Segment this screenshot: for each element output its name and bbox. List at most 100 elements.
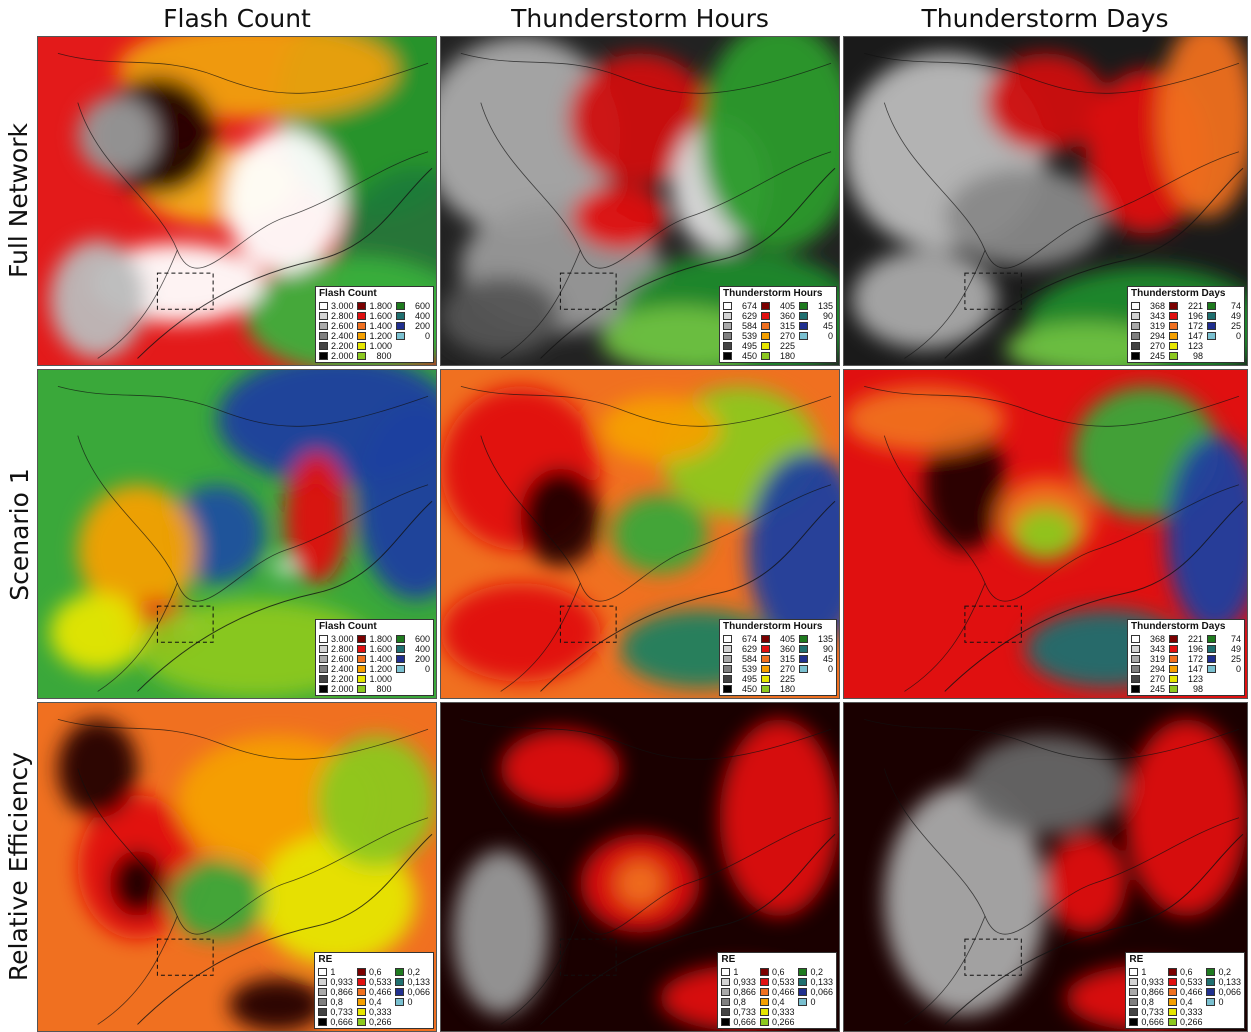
legend-swatch bbox=[357, 332, 367, 340]
legend-item: 0,666 bbox=[721, 1017, 756, 1027]
state-boundary bbox=[57, 53, 429, 94]
legend-item: 495 bbox=[723, 341, 757, 351]
row-title-scenario-1: Scenario 1 bbox=[4, 467, 34, 601]
legend-item: 49 bbox=[1207, 311, 1241, 321]
legend-swatch bbox=[1207, 655, 1216, 663]
legend-swatch bbox=[721, 968, 731, 976]
legend-value: 0,533 bbox=[771, 977, 795, 987]
choropleth-map bbox=[38, 703, 436, 1031]
legend-swatch bbox=[1207, 635, 1216, 643]
state-boundary bbox=[904, 583, 986, 692]
legend-swatch bbox=[761, 302, 770, 310]
legend-swatch bbox=[1169, 635, 1178, 643]
legend-item: 0 bbox=[798, 997, 833, 1007]
legend-item: 450 bbox=[723, 684, 757, 694]
legend-swatch bbox=[761, 655, 770, 663]
legend-item: 319 bbox=[1131, 321, 1165, 331]
legend-value: 0,133 bbox=[810, 977, 833, 987]
legend-value: 584 bbox=[741, 654, 757, 664]
legend-swatch bbox=[798, 978, 808, 986]
legend-item: 495 bbox=[723, 674, 757, 684]
legend-item: 1 bbox=[318, 967, 353, 977]
legend-value: 1.000 bbox=[369, 341, 392, 351]
legend-item: 360 bbox=[761, 644, 795, 654]
legend-swatch bbox=[1131, 635, 1140, 643]
state-boundary bbox=[57, 719, 429, 760]
legend-value: 0,933 bbox=[733, 977, 756, 987]
legend-swatch bbox=[1129, 1008, 1139, 1016]
legend-swatch bbox=[1206, 988, 1216, 996]
state-boundary bbox=[904, 916, 986, 1025]
legend-item: 0 bbox=[799, 331, 833, 341]
legend-swatch bbox=[318, 332, 328, 340]
map-legend: Flash Count 3.000 2.800 2.600 2.400 2.200 2.00… bbox=[314, 286, 434, 363]
legend-title: Thunderstorm Days bbox=[1131, 288, 1226, 299]
legend-swatch bbox=[318, 978, 328, 986]
legend-swatch bbox=[721, 978, 731, 986]
legend-item: 2.200 bbox=[318, 341, 353, 351]
legend-title: Flash Count bbox=[318, 288, 377, 299]
map-panel-relative-efficiency-flash-count: RE 1 0,933 0,866 0,8 0,733 0,666 0,6 0,533 0,466 0… bbox=[37, 702, 437, 1032]
state-boundary bbox=[57, 386, 429, 427]
legend-title: RE bbox=[721, 954, 736, 965]
legend-item: 0,8 bbox=[318, 997, 353, 1007]
legend-swatch bbox=[1131, 312, 1140, 320]
legend-item: 0,2 bbox=[395, 967, 430, 977]
legend-item: 0,266 bbox=[356, 1017, 391, 1027]
legend-item: 221 bbox=[1169, 301, 1203, 311]
legend-value: 3.000 bbox=[330, 634, 354, 644]
legend-item: 0,4 bbox=[759, 997, 795, 1007]
legend-value: 539 bbox=[741, 664, 757, 674]
legend-value: 0,6 bbox=[771, 967, 785, 977]
legend-swatch bbox=[357, 312, 367, 320]
map-panel-full-network-thunderstorm-hours: Thunderstorm Hours 674 629 584 539 495 450 405 3… bbox=[440, 36, 840, 366]
coastline bbox=[944, 167, 1244, 359]
legend-value: 405 bbox=[779, 301, 795, 311]
legend-swatch bbox=[395, 998, 405, 1006]
legend-value: 584 bbox=[741, 321, 757, 331]
legend-swatch bbox=[799, 665, 808, 673]
legend-value: 2.400 bbox=[330, 664, 354, 674]
legend-value: 450 bbox=[741, 351, 757, 361]
legend-value: 270 bbox=[779, 664, 795, 674]
legend-value: 0 bbox=[424, 664, 430, 674]
legend-value: 225 bbox=[779, 674, 795, 684]
state-boundary bbox=[687, 151, 832, 218]
legend-value: 2.600 bbox=[330, 321, 354, 331]
legend-value: 495 bbox=[741, 674, 757, 684]
legend-swatch bbox=[318, 635, 328, 643]
legend-swatch bbox=[396, 302, 405, 310]
legend-value: 294 bbox=[1149, 664, 1165, 674]
row-title-relative-efficiency: Relative Efficiency bbox=[4, 751, 34, 981]
choropleth-map bbox=[441, 703, 839, 1031]
legend-item: 600 bbox=[396, 301, 430, 311]
state-boundary bbox=[864, 386, 1240, 427]
legend-swatch bbox=[799, 312, 808, 320]
legend-swatch bbox=[1131, 655, 1140, 663]
legend-item: 200 bbox=[396, 321, 430, 331]
legend-swatch bbox=[1131, 665, 1140, 673]
coastline bbox=[944, 833, 1244, 1025]
legend-swatch bbox=[1169, 302, 1178, 310]
legend-swatch bbox=[318, 645, 328, 653]
legend-value: 196 bbox=[1187, 311, 1203, 321]
legend-value: 1.200 bbox=[369, 331, 392, 341]
legend-value: 0,4 bbox=[1179, 997, 1193, 1007]
legend-item: 629 bbox=[723, 311, 757, 321]
state-boundary bbox=[97, 250, 178, 359]
legend-item: 221 bbox=[1169, 634, 1203, 644]
legend-swatch bbox=[761, 675, 770, 683]
legend-value: 600 bbox=[414, 301, 430, 311]
coastline bbox=[540, 500, 836, 692]
state-boundary bbox=[284, 151, 429, 218]
map-legend: RE 1 0,933 0,866 0,8 0,733 0,666 0,6 0,533 0,466 0… bbox=[1125, 952, 1245, 1029]
legend-value: 0,133 bbox=[407, 977, 430, 987]
legend-swatch bbox=[723, 302, 732, 310]
choropleth-map bbox=[38, 37, 436, 365]
legend-value: 0,933 bbox=[330, 977, 353, 987]
legend-item: 539 bbox=[723, 331, 757, 341]
legend-item: 800 bbox=[357, 684, 392, 694]
legend-value: 25 bbox=[1230, 654, 1241, 664]
legend-item: 0,2 bbox=[798, 967, 833, 977]
legend-value: 245 bbox=[1149, 351, 1165, 361]
